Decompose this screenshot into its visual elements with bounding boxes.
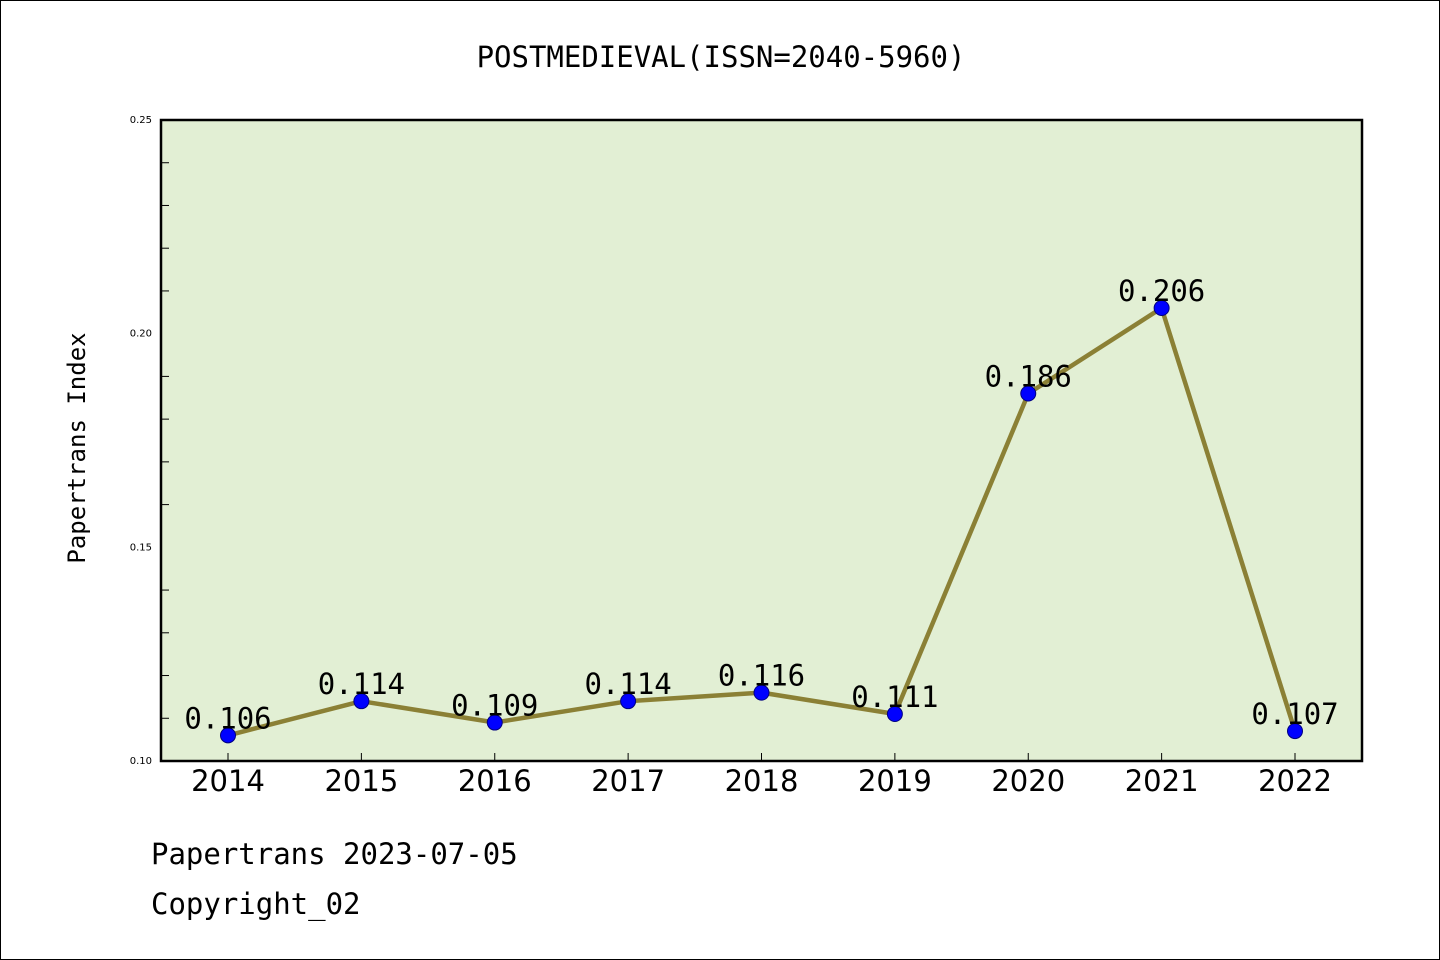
y-tick-label: 0.25 — [130, 115, 152, 126]
data-point-marker — [753, 684, 770, 701]
y-tick-label: 0.10 — [130, 756, 152, 767]
x-tick-label: 2021 — [1125, 764, 1199, 798]
data-point-label: 0.111 — [851, 680, 938, 714]
x-axis-ticks: 2014 2015 2016 2017 2018 2019 2020 2021 2022 — [191, 753, 1332, 798]
data-point-label: 0.114 — [318, 667, 405, 701]
data-point-label: 0.109 — [451, 689, 538, 723]
x-tick-label: 2018 — [725, 764, 799, 798]
y-tick-label: 0.15 — [130, 542, 152, 553]
data-point-marker — [620, 693, 637, 710]
data-point-label: 0.206 — [1118, 274, 1205, 308]
data-point-marker — [486, 714, 503, 731]
data-point-label: 0.116 — [718, 659, 805, 693]
x-tick-label: 2022 — [1258, 764, 1332, 798]
data-point-marker — [220, 727, 236, 744]
data-point-label: 0.106 — [184, 701, 271, 735]
data-point-label: 0.114 — [584, 667, 671, 701]
y-axis-label: Papertrans Index — [63, 332, 91, 563]
y-axis-ticks: 0.10 0.15 0.20 0.25 — [130, 115, 169, 767]
chart-title: POSTMEDIEVAL(ISSN=2040-5960) — [477, 40, 966, 74]
x-tick-label: 2017 — [591, 764, 665, 798]
data-point-marker — [1153, 300, 1170, 317]
plot-area — [159, 118, 1364, 763]
data-point-marker — [1287, 723, 1303, 740]
x-tick-label: 2016 — [458, 764, 532, 798]
x-tick-label: 2015 — [324, 764, 398, 798]
footer-copyright: Copyright_02 — [151, 887, 361, 921]
x-tick-label: 2019 — [858, 764, 932, 798]
x-tick-label: 2020 — [991, 764, 1065, 798]
data-point-marker — [886, 705, 903, 722]
data-point-label: 0.107 — [1251, 697, 1338, 731]
data-markers — [220, 300, 1303, 744]
footer-date: Papertrans 2023-07-05 — [151, 837, 518, 871]
data-point-marker — [353, 693, 370, 710]
data-point-label: 0.186 — [985, 359, 1072, 393]
y-tick-label: 0.20 — [130, 329, 152, 340]
x-tick-label: 2014 — [191, 764, 265, 798]
data-point-marker — [1020, 385, 1037, 402]
data-labels: 0.106 0.114 0.109 0.114 0.116 0.111 0.186 0.206… — [184, 274, 1338, 735]
